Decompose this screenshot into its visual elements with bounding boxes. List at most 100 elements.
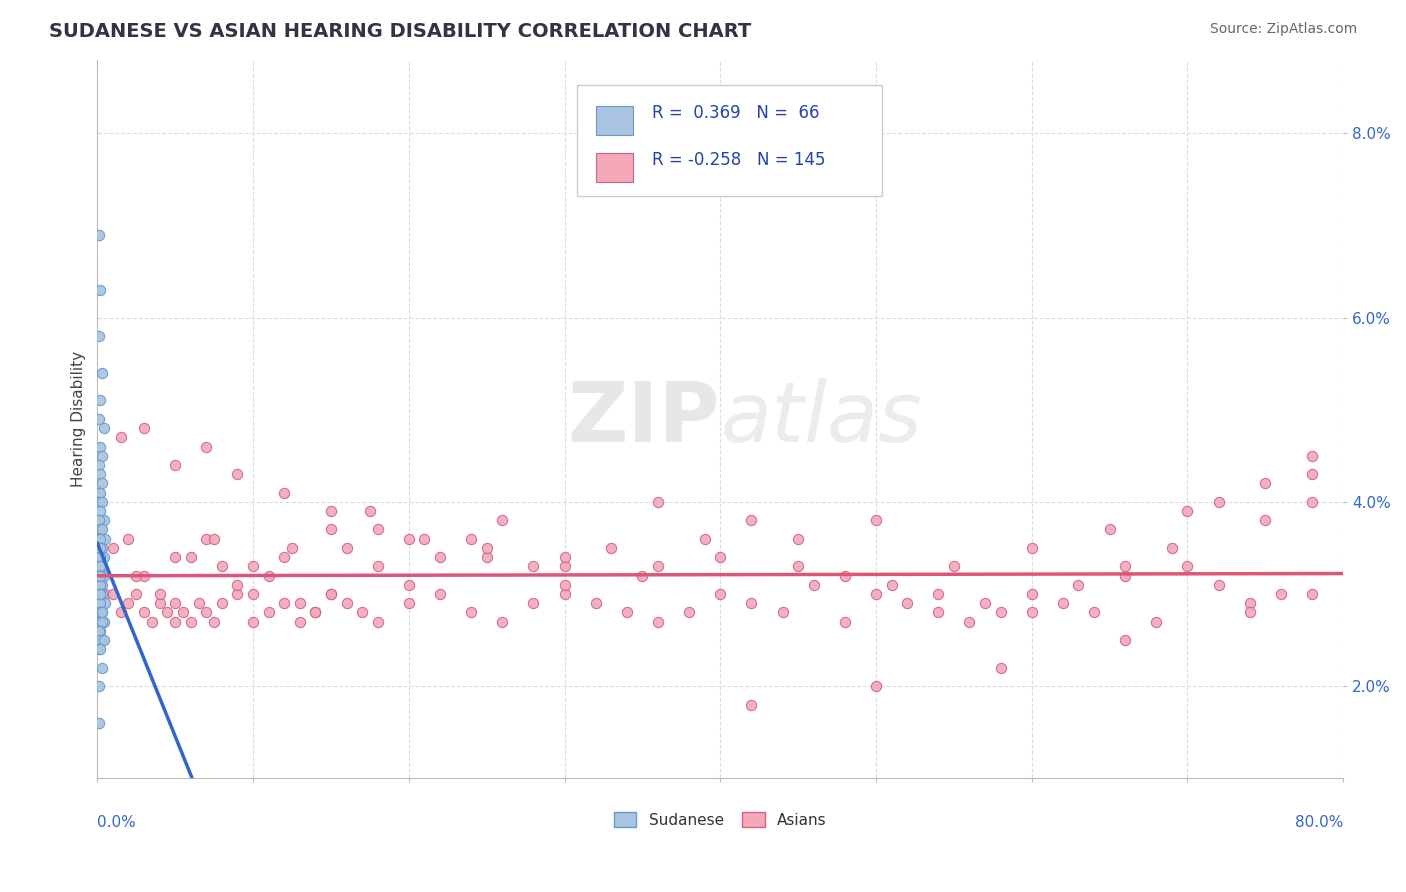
Point (413, 532, 436, 546)
Point (165, 550, 187, 565)
Point (1239, 606, 1261, 620)
Point (91, 606, 114, 620)
Point (165, 458, 187, 472)
Point (94, 532, 117, 546)
Text: atlas: atlas (720, 378, 922, 459)
Point (491, 513, 513, 527)
Point (319, 587, 342, 601)
Point (359, 504, 381, 518)
Point (927, 606, 949, 620)
Point (87, 513, 110, 527)
Point (87, 615, 110, 629)
Point (1021, 606, 1043, 620)
Point (125, 568, 148, 582)
Point (202, 532, 225, 546)
Point (165, 615, 187, 629)
Text: ZIP: ZIP (568, 378, 720, 459)
Point (89, 596, 111, 610)
Point (91, 541, 114, 555)
Point (91, 523, 114, 537)
Point (304, 606, 326, 620)
Point (1067, 578, 1090, 592)
Point (94, 587, 117, 601)
Point (1021, 541, 1043, 555)
Point (93, 615, 115, 629)
Point (352, 606, 374, 620)
Text: SUDANESE VS ASIAN HEARING DISABILITY CORRELATION CHART: SUDANESE VS ASIAN HEARING DISABILITY COR… (49, 22, 751, 41)
Point (87, 679, 110, 693)
Point (91, 661, 114, 675)
Point (93, 633, 115, 648)
Point (89, 587, 111, 601)
Y-axis label: Hearing Disability: Hearing Disability (72, 351, 86, 487)
Point (319, 523, 342, 537)
Point (990, 606, 1012, 620)
Point (1177, 559, 1199, 574)
Point (89, 485, 111, 500)
Point (93, 421, 115, 435)
Point (740, 596, 762, 610)
Point (89, 568, 111, 582)
Point (117, 596, 139, 610)
Point (87, 495, 110, 509)
Point (631, 568, 654, 582)
Point (89, 606, 111, 620)
Point (257, 606, 280, 620)
Point (242, 559, 264, 574)
Point (429, 550, 451, 565)
Point (475, 541, 498, 555)
Point (87, 578, 110, 592)
Point (1301, 495, 1323, 509)
Point (87, 624, 110, 638)
Point (319, 587, 342, 601)
Point (110, 606, 132, 620)
Point (319, 504, 342, 518)
Point (91, 495, 114, 509)
Point (226, 578, 249, 592)
Point (91, 449, 114, 463)
Point (156, 606, 179, 620)
Point (1021, 587, 1043, 601)
Point (1114, 568, 1136, 582)
Point (211, 559, 233, 574)
Point (553, 578, 575, 592)
Point (91, 615, 114, 629)
Point (87, 485, 110, 500)
Point (141, 615, 163, 629)
Point (87, 596, 110, 610)
Point (522, 596, 544, 610)
Point (89, 467, 111, 482)
Point (226, 467, 249, 482)
Point (709, 550, 731, 565)
Point (647, 495, 669, 509)
Point (110, 430, 132, 444)
Point (1208, 495, 1230, 509)
Point (273, 550, 295, 565)
Point (522, 559, 544, 574)
Point (132, 568, 155, 582)
Point (367, 615, 389, 629)
Point (89, 587, 111, 601)
Point (91, 476, 114, 491)
Point (89, 559, 111, 574)
Point (787, 532, 810, 546)
Point (288, 596, 311, 610)
Point (957, 615, 980, 629)
Point (281, 541, 304, 555)
Point (288, 615, 311, 629)
Point (89, 283, 111, 297)
Point (94, 596, 117, 610)
Point (1114, 559, 1136, 574)
Point (87, 532, 110, 546)
Point (1098, 523, 1121, 537)
Point (202, 615, 225, 629)
Point (89, 642, 111, 657)
Point (772, 606, 794, 620)
Point (398, 596, 420, 610)
Point (89, 578, 111, 592)
Point (990, 661, 1012, 675)
Point (89, 504, 111, 518)
Point (101, 541, 124, 555)
Point (91, 578, 114, 592)
Point (475, 550, 498, 565)
